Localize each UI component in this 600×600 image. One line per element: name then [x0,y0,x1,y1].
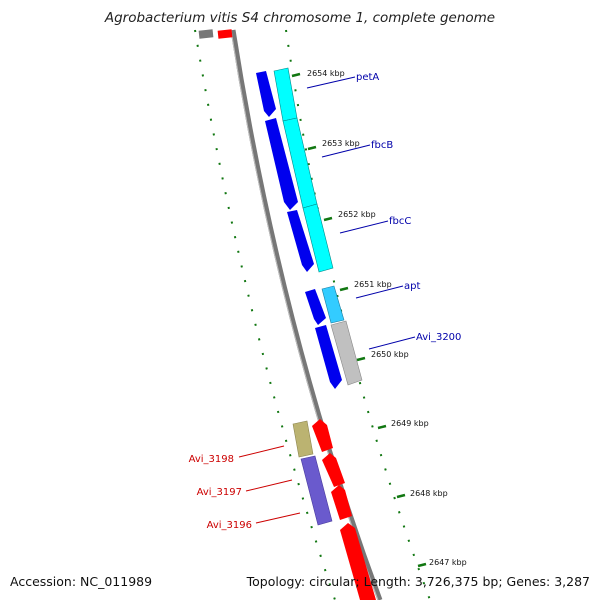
gene-fbcC [302,203,334,273]
scale-ticks [291,72,427,568]
gene-arrow [331,485,352,520]
gene-label-fbcC: fbcC [389,216,411,227]
scale-label: 2650 kbp [371,350,409,359]
backbone-line [230,29,383,600]
gene-group-minus-red [312,419,376,600]
gene-arrow [287,210,314,272]
gene-label-Avi-3198: Avi_3198 [189,454,234,465]
gene-arrow [340,523,376,600]
scale-label: 2653 kbp [322,139,360,148]
gene-label-Avi-3197: Avi_3197 [197,487,242,498]
accession-text: Accession: NC_011989 [10,574,153,589]
scale-label: 2648 kbp [410,489,448,498]
scale-tick [356,356,366,362]
scale-label: 2647 kbp [429,558,467,567]
gene-label-Avi-3200: Avi_3200 [416,332,461,343]
scale-tick [339,286,349,292]
gene-apt [321,285,345,324]
leader-line [368,336,416,350]
scale-label: 2649 kbp [391,419,429,428]
gene-arrow [265,118,298,210]
scale-tick [377,424,387,430]
gene-label-fbcB: fbcB [371,140,393,151]
gene-label-apt: apt [404,281,420,292]
gene-label-petA: petA [356,72,379,83]
gene-arrow [312,419,333,452]
outer-dotted-ring [285,29,431,600]
plus-leaders [306,76,416,350]
topology-summary: Topology: circular; Length: 3,726,375 bp… [246,574,590,589]
leader-line [339,220,389,234]
gene-arrow [305,289,326,325]
scale-label: 2651 kbp [354,280,392,289]
gene-arrow [322,453,345,487]
gene-arrow [315,325,342,389]
scale-tick [323,216,333,222]
scale-tick [291,72,301,78]
scale-label-group: 2654 kbp 2653 kbp 2652 kbp 2651 kbp 2650… [307,69,467,567]
leader-line [355,285,404,299]
scale-label: 2654 kbp [307,69,345,78]
leader-line [321,144,371,158]
gene-stub-gray [198,29,214,39]
scale-tick [396,493,406,499]
gene-Avi-3200 [330,320,363,386]
plus-gene-labels: petA fbcB fbcC apt Avi_3200 [356,72,461,343]
gene-stub-red [217,29,233,39]
leader-line [255,512,301,524]
leader-line [238,445,285,458]
leader-line [306,76,356,89]
map-title: Agrobacterium vitis S4 chromosome 1, com… [104,10,496,26]
gene-Avi-3198 [292,420,314,458]
gene-group-plus-blue [256,71,342,389]
backbone-highlight [230,29,379,600]
scale-tick [307,145,317,151]
leader-line [245,479,293,492]
minus-leaders [238,445,301,524]
scale-tick [417,562,427,568]
gene-arrow [256,71,276,117]
scale-label: 2652 kbp [338,210,376,219]
minus-gene-labels: Avi_3198 Avi_3197 Avi_3196 [189,454,252,531]
gene-Avi-3197 [300,455,333,526]
gene-label-Avi-3196: Avi_3196 [207,520,252,531]
